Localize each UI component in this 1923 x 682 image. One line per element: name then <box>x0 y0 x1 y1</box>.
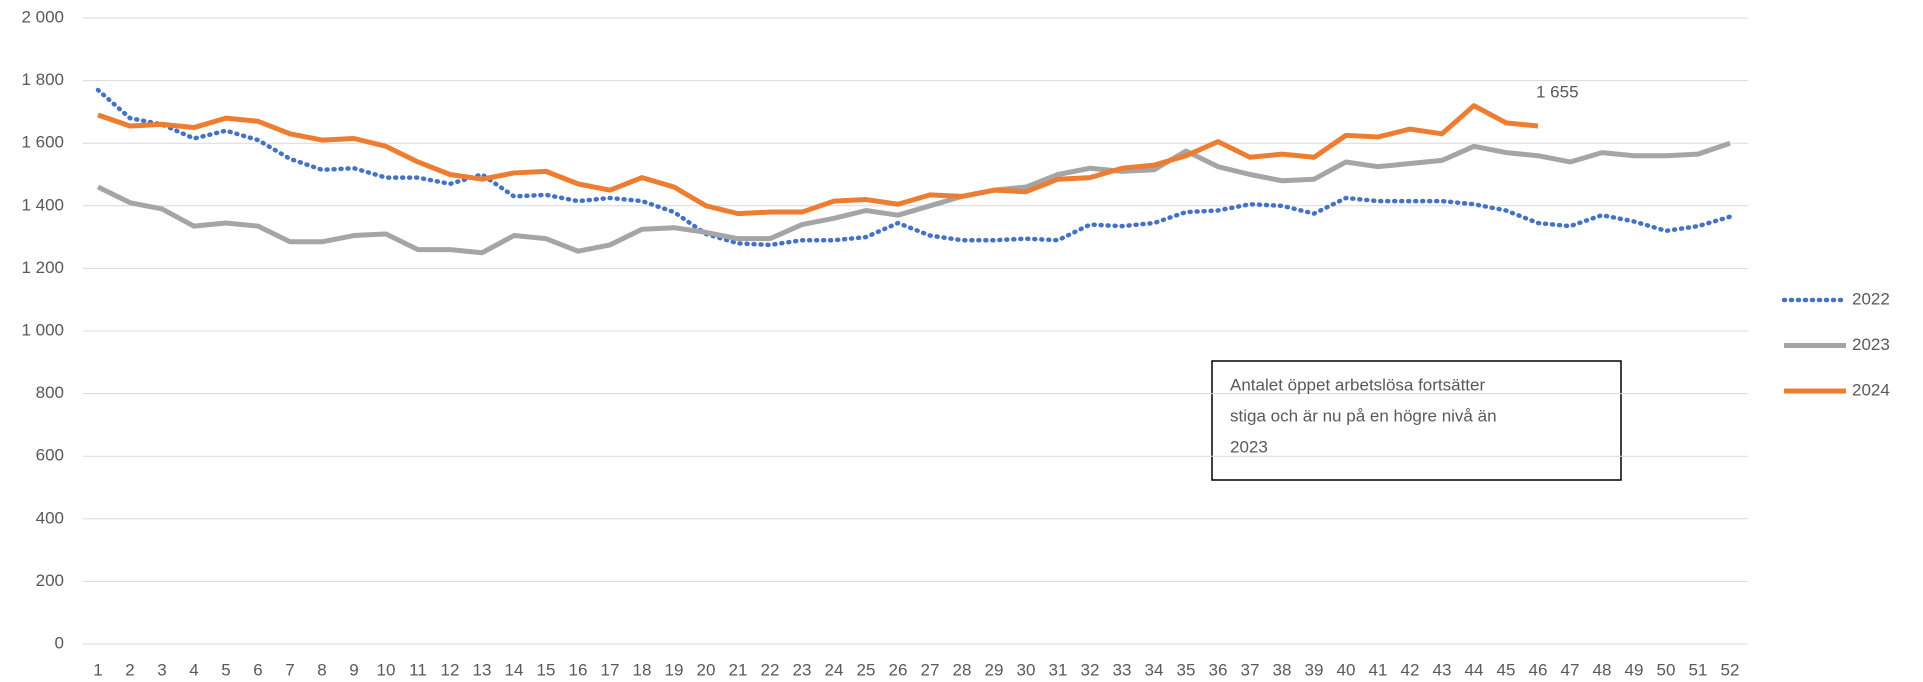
x-tick-label: 29 <box>985 660 1004 679</box>
x-tick-label: 51 <box>1689 660 1708 679</box>
x-tick-label: 14 <box>505 660 524 679</box>
x-tick-label: 49 <box>1625 660 1644 679</box>
x-tick-label: 50 <box>1657 660 1676 679</box>
x-tick-label: 22 <box>761 660 780 679</box>
x-tick-label: 52 <box>1721 660 1740 679</box>
y-tick-label: 800 <box>36 383 64 402</box>
x-tick-label: 4 <box>189 660 198 679</box>
x-tick-label: 37 <box>1241 660 1260 679</box>
x-tick-label: 10 <box>377 660 396 679</box>
x-tick-label: 15 <box>537 660 556 679</box>
y-tick-label: 200 <box>36 571 64 590</box>
series-line <box>97 103 1539 217</box>
x-tick-label: 18 <box>633 660 652 679</box>
x-tick-label: 47 <box>1561 660 1580 679</box>
x-tick-label: 38 <box>1273 660 1292 679</box>
legend-label: 2024 <box>1852 380 1890 399</box>
x-tick-label: 27 <box>921 660 940 679</box>
x-tick-label: 6 <box>253 660 262 679</box>
x-tick-label: 36 <box>1209 660 1228 679</box>
annotation-box <box>1211 360 1622 481</box>
x-tick-label: 42 <box>1401 660 1420 679</box>
y-tick-label: 1 000 <box>21 320 64 339</box>
data-label: 1 655 <box>1536 82 1579 101</box>
annotation-text: 2023 <box>1230 437 1268 456</box>
x-tick-label: 9 <box>349 660 358 679</box>
legend-label: 2022 <box>1852 289 1890 308</box>
x-tick-label: 21 <box>729 660 748 679</box>
x-tick-label: 46 <box>1529 660 1548 679</box>
x-tick-label: 39 <box>1305 660 1324 679</box>
x-tick-label: 20 <box>697 660 716 679</box>
x-tick-label: 26 <box>889 660 908 679</box>
x-tick-label: 25 <box>857 660 876 679</box>
y-tick-label: 1 600 <box>21 133 64 152</box>
x-tick-label: 8 <box>317 660 326 679</box>
annotation-text: stiga och är nu på en högre nivå än <box>1230 406 1497 425</box>
x-tick-label: 34 <box>1145 660 1164 679</box>
x-tick-label: 33 <box>1113 660 1132 679</box>
x-tick-label: 16 <box>569 660 588 679</box>
series-line <box>96 140 1731 256</box>
y-tick-label: 1 400 <box>21 195 64 214</box>
x-tick-label: 19 <box>665 660 684 679</box>
x-tick-label: 35 <box>1177 660 1196 679</box>
x-tick-label: 3 <box>157 660 166 679</box>
x-tick-label: 11 <box>409 660 427 679</box>
x-tick-label: 43 <box>1433 660 1452 679</box>
x-tick-label: 17 <box>601 660 620 679</box>
y-tick-label: 0 <box>55 633 64 652</box>
x-tick-label: 48 <box>1593 660 1612 679</box>
x-tick-label: 30 <box>1017 660 1036 679</box>
x-tick-label: 40 <box>1337 660 1356 679</box>
x-tick-label: 5 <box>221 660 230 679</box>
x-tick-label: 32 <box>1081 660 1100 679</box>
x-tick-label: 13 <box>473 660 492 679</box>
y-tick-label: 400 <box>36 508 64 527</box>
x-tick-label: 44 <box>1465 660 1484 679</box>
x-tick-label: 1 <box>93 660 102 679</box>
y-tick-label: 1 200 <box>21 258 64 277</box>
annotation-text: Antalet öppet arbetslösa fortsätter <box>1230 375 1485 394</box>
y-tick-label: 600 <box>36 446 64 465</box>
x-tick-label: 12 <box>441 660 460 679</box>
legend-label: 2023 <box>1852 335 1890 354</box>
x-tick-label: 31 <box>1049 660 1068 679</box>
y-tick-label: 1 800 <box>21 70 64 89</box>
x-tick-label: 45 <box>1497 660 1516 679</box>
x-tick-label: 28 <box>953 660 972 679</box>
x-tick-label: 2 <box>125 660 134 679</box>
x-tick-label: 41 <box>1369 660 1388 679</box>
series-line <box>95 87 1733 248</box>
x-tick-label: 24 <box>825 660 844 679</box>
y-tick-label: 2 000 <box>21 7 64 26</box>
x-tick-label: 7 <box>285 660 294 679</box>
x-tick-label: 23 <box>793 660 812 679</box>
